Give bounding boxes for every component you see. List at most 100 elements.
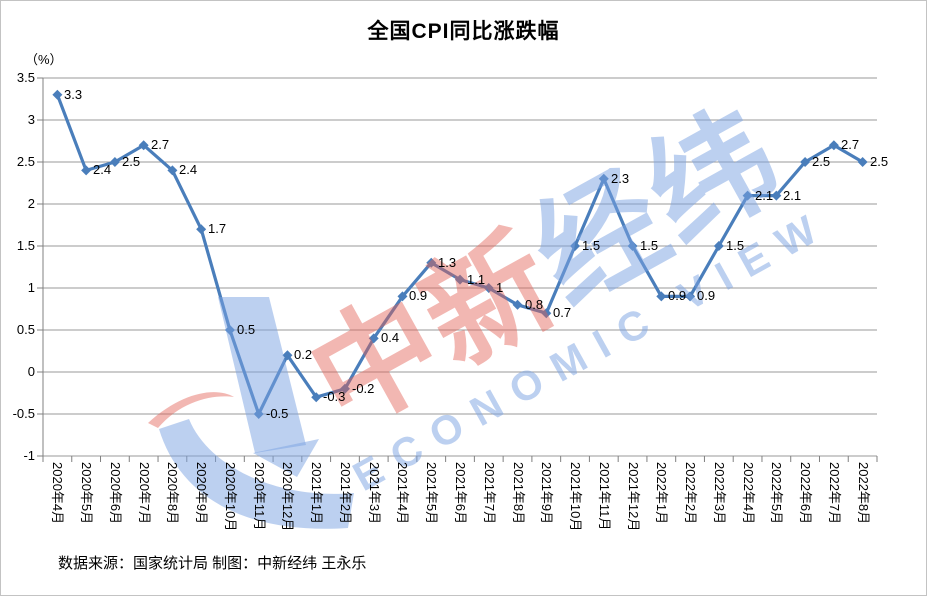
data-label: 2.4 [179,162,198,177]
data-point-marker [368,333,379,344]
data-label: 2.1 [755,188,774,203]
y-tick-label: 1 [27,280,35,295]
data-point-marker [109,157,120,167]
data-label: 1.5 [640,238,659,253]
data-point-marker [800,157,811,167]
data-label: -0.5 [266,406,289,421]
data-point-marker [52,89,63,100]
data-point-marker [81,165,92,176]
y-tick-label: -0.5 [12,406,35,421]
data-point-marker [397,291,408,302]
x-tick-label: 2021年1月 [309,462,324,525]
data-label: 1.5 [726,238,745,253]
x-tick-label: 2020年6月 [108,462,123,525]
data-label: 1 [496,280,504,295]
y-tick-label: 3.5 [16,70,35,85]
x-tick-label: 2020年8月 [165,462,180,525]
x-tick-label: 2021年8月 [511,462,526,525]
logo-red-swoosh [148,392,234,428]
y-tick-label: 0.5 [16,322,35,337]
data-point-marker [167,165,178,176]
data-label: -0.2 [352,381,375,396]
data-label: 0.2 [294,347,313,362]
x-tick-label: 2021年3月 [367,462,382,525]
chart-title: 全国CPI同比涨跌幅 [367,20,560,43]
y-tick-label: 2.5 [16,154,35,169]
data-point-marker [742,190,753,201]
data-label: 0.9 [409,288,428,303]
data-label: -0.3 [323,389,346,404]
y-tick-label: 2 [27,196,35,211]
data-label: 0.9 [697,288,716,303]
data-label: 1.7 [208,221,227,236]
data-label: 2.5 [812,154,831,169]
data-label: 0.5 [237,322,256,337]
y-tick-label: 1.5 [16,238,35,253]
x-tick-label: 2021年2月 [338,462,353,525]
data-point-marker [253,409,264,419]
data-point-marker [627,241,638,251]
data-label: 2.4 [93,162,112,177]
data-label: 0.7 [553,305,572,320]
source-note: 数据来源：国家统计局 制图：中新经纬 王永乐 [58,555,367,572]
data-label: 1.1 [467,272,486,287]
data-point-marker [282,350,293,361]
line-path [55,93,865,416]
x-tick-label: 2022年7月 [827,462,842,525]
x-tick-label: 2022年5月 [769,462,784,525]
x-tick-label: 2021年10月 [568,462,583,532]
data-label: 2.3 [611,171,630,186]
x-tick-label: 2020年4月 [50,462,65,525]
x-tick-label: 2021年12月 [626,462,641,532]
x-tick-label: 2020年12月 [280,462,295,532]
data-point-marker [685,291,696,302]
data-point-marker [598,173,609,184]
data-label: 0.8 [525,297,544,312]
x-tick-label: 2022年6月 [798,462,813,525]
data-label: 2.7 [151,137,170,152]
x-tick-label: 2022年4月 [741,462,756,525]
data-point-marker [196,224,207,235]
x-tick-label: 2020年11月 [252,462,267,531]
data-point-marker [138,140,149,151]
x-tick-label: 2021年6月 [453,462,468,525]
x-tick-label: 2022年1月 [654,462,669,525]
data-label: 2.7 [841,137,860,152]
data-point-marker [570,241,581,251]
data-point-marker [828,140,839,151]
data-point-marker [713,241,724,251]
watermark-cn-blue: 经纬 [513,84,804,330]
data-label: 3.3 [64,87,83,102]
data-label: 0.9 [668,288,687,303]
watermark-cn-text: 中新经纬 [218,48,876,492]
x-tick-label: 2021年4月 [395,462,410,525]
y-axis-unit-label: （%） [25,52,63,67]
data-point-marker [512,299,523,310]
x-tick-label: 2021年11月 [597,462,612,531]
y-tick-label: 3 [27,112,35,127]
x-tick-label: 2022年2月 [683,462,698,525]
x-tick-label: 2022年3月 [712,462,727,525]
data-label: 2.1 [783,188,802,203]
logo-bolt-upper [218,297,306,453]
x-tick-label: 2021年9月 [539,462,554,525]
data-label: 0.4 [381,330,400,345]
data-point-marker [455,274,465,285]
data-point-marker [311,392,322,403]
y-tick-label: 0 [27,364,35,379]
x-tick-label: 2022年8月 [856,462,871,525]
data-label: 2.5 [122,154,141,169]
data-point-marker [483,283,494,293]
x-tick-label: 2021年5月 [424,462,439,525]
x-tick-label: 2020年5月 [79,462,94,525]
data-point-marker [656,291,667,302]
y-tick-label: -1 [23,448,35,463]
data-point-marker [857,157,868,167]
data-point-marker [224,325,235,335]
data-label: 1.5 [582,238,601,253]
x-tick-label: 2020年7月 [137,462,152,525]
watermark-cn-red: 中新 [289,208,581,454]
x-tick-label: 2020年10月 [223,462,238,532]
x-tick-label: 2021年7月 [482,462,497,525]
